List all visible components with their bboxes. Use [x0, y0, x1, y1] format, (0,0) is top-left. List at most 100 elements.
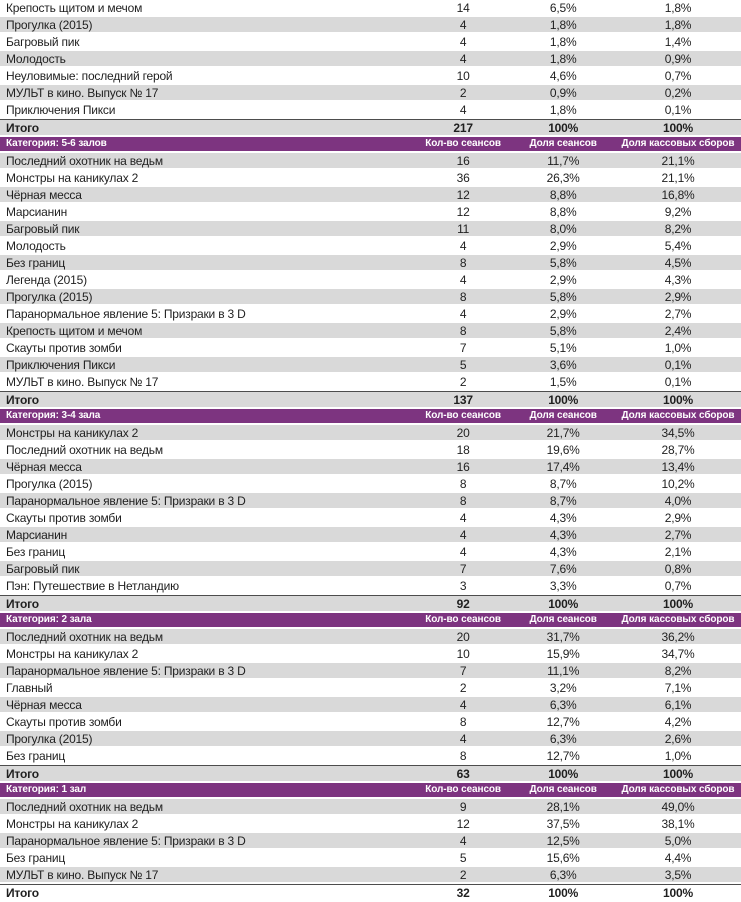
sessions-count-cell: 12 [456, 204, 470, 219]
table-row: Прогулка (2015) 8 8,7% 10,2% [0, 476, 741, 493]
movie-title-cell: Паранормальное явление 5: Призраки в 3 D [6, 306, 246, 321]
movie-title-cell: Прогулка (2015) [6, 476, 93, 491]
sessions-count-cell: 18 [456, 442, 470, 457]
box-office-share-cell: 1,4% [664, 34, 692, 49]
sessions-count-cell: 10 [456, 646, 470, 661]
table-row: Чёрная месса 12 8,8% 16,8% [0, 187, 741, 204]
sessions-count-cell: 2 [459, 85, 467, 100]
movie-title-cell: Прогулка (2015) [6, 17, 93, 32]
sessions-count-cell: 4 [459, 34, 467, 49]
sessions-count-cell: 7 [459, 340, 467, 355]
table-row: Крепость щитом и мечом 14 6,5% 1,8% [0, 0, 741, 17]
movie-title-cell: МУЛЬТ в кино. Выпуск № 17 [6, 867, 159, 882]
box-office-share-cell: 28,7% [661, 442, 695, 457]
box-office-share-cell: 4,3% [664, 272, 692, 287]
column-header: Доля сеансов [529, 784, 597, 795]
total-row: Итого 63 100% 100% [0, 765, 741, 783]
sessions-count-cell: 14 [456, 0, 470, 15]
sessions-share-cell: 6,5% [549, 0, 577, 15]
movie-title-cell: Молодость [6, 51, 66, 66]
movie-title-cell: Без границ [6, 255, 66, 270]
column-header: Доля кассовых сборов [621, 784, 735, 795]
movie-title-cell: Легенда (2015) [6, 272, 87, 287]
box-office-share-cell: 0,7% [664, 578, 692, 593]
category-header-row: Категория: 5-6 залов Кол-во сеансов Доля с… [0, 137, 741, 153]
sessions-count-cell: 2 [459, 374, 467, 389]
table-row: Монстры на каникулах 2 12 37,5% 38,1% [0, 816, 741, 833]
movie-title-cell: Неуловимые: последний герой [6, 68, 173, 83]
box-office-share-cell: 7,1% [664, 680, 692, 695]
box-office-share-cell: 2,1% [664, 544, 692, 559]
total-row: Итого 217 100% 100% [0, 119, 741, 137]
table-row: Неуловимые: последний герой 10 4,6% 0,7% [0, 68, 741, 85]
table-row: Без границ 8 12,7% 1,0% [0, 748, 741, 765]
table-row: Прогулка (2015) 4 6,3% 2,6% [0, 731, 741, 748]
table-row: Молодость 4 2,9% 5,4% [0, 238, 741, 255]
sessions-count-cell: 4 [459, 17, 467, 32]
sessions-share-cell: 26,3% [546, 170, 580, 185]
sessions-count-cell: 3 [459, 578, 467, 593]
sessions-count-cell: 2 [459, 867, 467, 882]
sessions-count-cell: 8 [459, 493, 467, 508]
sessions-share-cell: 5,8% [549, 323, 577, 338]
sessions-share-cell: 11,1% [547, 663, 580, 678]
movie-title-cell: Скауты против зомби [6, 340, 122, 355]
sessions-count-cell: 32 [456, 885, 470, 900]
table-row: Марсианин 4 4,3% 2,7% [0, 527, 741, 544]
table-row: Последний охотник на ведьм 18 19,6% 28,7% [0, 442, 741, 459]
box-office-share-cell: 2,9% [664, 510, 692, 525]
movie-title-cell: Пэн: Путешествие в Нетландию [6, 578, 179, 593]
movie-title-cell: Паранормальное явление 5: Призраки в 3 D [6, 663, 246, 678]
table-row: Скауты против зомби 4 4,3% 2,9% [0, 510, 741, 527]
column-header: Доля кассовых сборов [621, 614, 735, 625]
table-section: Крепость щитом и мечом 14 6,5% 1,8% Прогулка… [0, 0, 741, 137]
sessions-share-cell: 6,3% [549, 867, 577, 882]
movie-title-cell: МУЛЬТ в кино. Выпуск № 17 [6, 85, 159, 100]
sessions-share-cell: 100% [548, 766, 579, 781]
sessions-share-cell: 3,2% [549, 680, 577, 695]
movie-title-cell: Крепость щитом и мечом [6, 323, 143, 338]
movie-title-cell: Без границ [6, 850, 66, 865]
table-row: Паранормальное явление 5: Призраки в 3 D… [0, 493, 741, 510]
sessions-count-cell: 20 [456, 629, 470, 644]
sessions-count-cell: 11 [457, 221, 470, 236]
box-office-share-cell: 1,0% [664, 340, 692, 355]
movie-title-cell: Чёрная месса [6, 187, 82, 202]
sessions-share-cell: 6,3% [549, 697, 577, 712]
sessions-count-cell: 7 [459, 561, 467, 576]
sessions-count-cell: 7 [459, 663, 467, 678]
sessions-count-cell: 2 [459, 680, 467, 695]
sessions-share-cell: 4,6% [549, 68, 577, 83]
box-office-share-cell: 13,4% [661, 459, 695, 474]
table-section: Категория: 3-4 зала Кол-во сеансов Доля се… [0, 409, 741, 613]
table-row: Без границ 4 4,3% 2,1% [0, 544, 741, 561]
movie-title-cell: Последний охотник на ведьм [6, 799, 163, 814]
movie-title-cell: Чёрная месса [6, 697, 82, 712]
box-office-share-cell: 100% [663, 766, 693, 781]
table-row: МУЛЬТ в кино. Выпуск № 17 2 6,3% 3,5% [0, 867, 741, 884]
movie-title-cell: Монстры на каникулах 2 [6, 816, 139, 831]
box-office-share-cell: 2,7% [664, 306, 692, 321]
movie-title-cell: Главный [6, 680, 53, 695]
sessions-share-cell: 8,0% [549, 221, 577, 236]
table-row: МУЛЬТ в кино. Выпуск № 17 2 1,5% 0,1% [0, 374, 741, 391]
sessions-count-cell: 5 [459, 850, 467, 865]
table-row: Последний охотник на ведьм 9 28,1% 49,0% [0, 799, 741, 816]
column-header: Доля сеансов [529, 138, 597, 149]
sessions-share-cell: 17,4% [546, 459, 580, 474]
table-row: Без границ 5 15,6% 4,4% [0, 850, 741, 867]
box-office-share-cell: 100% [663, 596, 693, 611]
table-row: Багровый пик 7 7,6% 0,8% [0, 561, 741, 578]
table-row: Монстры на каникулах 2 36 26,3% 21,1% [0, 170, 741, 187]
table-row: Скауты против зомби 8 12,7% 4,2% [0, 714, 741, 731]
sessions-share-cell: 3,6% [549, 357, 577, 372]
sessions-share-cell: 15,9% [546, 646, 580, 661]
total-row: Итого 32 100% 100% [0, 884, 741, 902]
sessions-count-cell: 137 [453, 392, 473, 407]
box-office-share-cell: 2,9% [664, 289, 692, 304]
sessions-share-cell: 8,7% [549, 493, 577, 508]
movie-title-cell: Чёрная месса [6, 459, 82, 474]
table-row: Багровый пик 4 1,8% 1,4% [0, 34, 741, 51]
sessions-share-cell: 100% [548, 392, 579, 407]
